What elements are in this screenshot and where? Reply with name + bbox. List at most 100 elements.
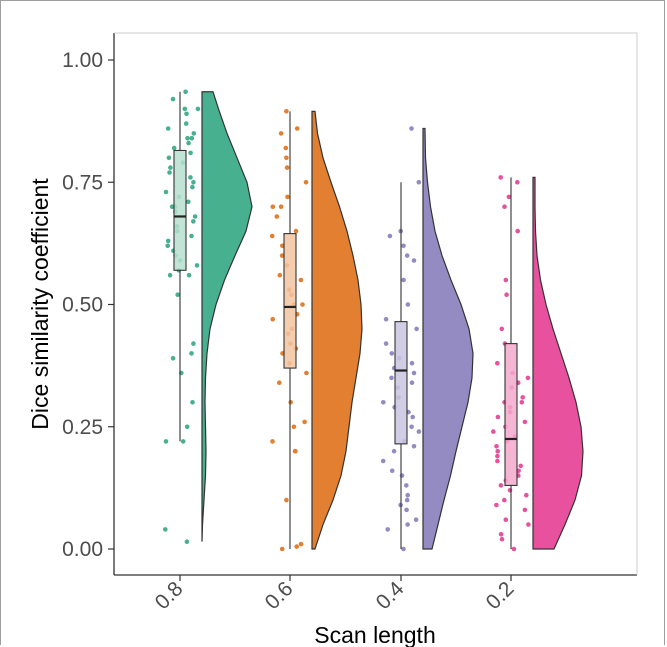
- data-point: [503, 517, 509, 522]
- data-point: [163, 439, 169, 444]
- data-point: [170, 96, 176, 102]
- data-point: [175, 292, 180, 298]
- data-point: [279, 546, 285, 552]
- data-point: [411, 370, 417, 376]
- data-point: [499, 536, 505, 542]
- data-point: [294, 544, 300, 549]
- y-ticks: 0.00 0.25 0.50 0.75 1.00: [62, 49, 114, 561]
- data-point: [495, 448, 501, 454]
- data-point: [525, 375, 531, 381]
- data-point: [401, 243, 406, 249]
- y-tick-label: 1.00: [62, 49, 103, 72]
- box-0.6: [283, 233, 297, 369]
- data-point: [503, 277, 509, 283]
- data-point: [283, 145, 289, 151]
- data-point: [278, 204, 284, 209]
- y-tick-label: 0.25: [62, 416, 103, 439]
- data-point: [495, 453, 500, 459]
- y-tick-label: 0.00: [62, 538, 103, 561]
- data-point: [495, 458, 500, 464]
- data-point: [288, 400, 294, 405]
- data-point: [410, 414, 416, 420]
- data-point: [405, 302, 411, 307]
- data-point: [416, 429, 422, 434]
- data-point: [498, 175, 504, 180]
- data-point: [190, 400, 195, 405]
- data-point: [494, 444, 499, 449]
- data-point: [383, 316, 389, 322]
- data-point: [167, 272, 173, 278]
- data-point: [404, 253, 410, 258]
- density-cloud-0.8: [201, 91, 253, 542]
- data-point: [381, 400, 386, 405]
- data-point: [189, 233, 194, 239]
- data-point: [186, 140, 191, 146]
- data-point: [274, 214, 280, 219]
- data-point: [189, 351, 194, 356]
- data-point: [184, 111, 189, 117]
- data-point: [522, 419, 528, 425]
- data-point: [498, 483, 504, 488]
- data-point: [413, 517, 419, 522]
- density-cloud-0.4: [422, 127, 474, 550]
- data-point: [389, 375, 394, 381]
- data-point: [405, 522, 410, 527]
- box-0.8: [173, 149, 187, 271]
- data-point: [195, 106, 201, 112]
- y-tick-label: 0.50: [62, 294, 103, 317]
- data-point: [186, 272, 192, 278]
- data-point: [409, 360, 415, 366]
- density-layer: [201, 91, 584, 550]
- data-point: [495, 414, 501, 420]
- data-point: [389, 468, 395, 474]
- y-tick-label: 0.75: [62, 171, 103, 194]
- data-point: [387, 233, 393, 239]
- data-point: [404, 507, 409, 513]
- data-point: [189, 135, 195, 141]
- data-point: [184, 539, 190, 544]
- data-point: [270, 316, 276, 322]
- data-point: [165, 126, 171, 131]
- data-point: [163, 189, 169, 195]
- data-point: [291, 424, 297, 430]
- data-point: [520, 395, 525, 400]
- data-point: [518, 463, 523, 469]
- density-cloud-0.6: [311, 110, 363, 550]
- data-point: [167, 170, 172, 175]
- data-point: [186, 199, 191, 205]
- data-point: [389, 351, 395, 356]
- data-point: [169, 204, 175, 209]
- data-point: [409, 126, 414, 131]
- data-point: [269, 233, 275, 239]
- x-tick-label: 0.2: [482, 577, 519, 614]
- data-point: [190, 184, 195, 190]
- axes: [113, 32, 638, 576]
- x-tick-label: 0.6: [261, 577, 298, 614]
- data-point: [399, 473, 405, 478]
- x-axis-title: Scan length: [314, 622, 435, 647]
- data-point: [499, 326, 505, 332]
- data-point: [171, 145, 177, 151]
- data-point: [191, 219, 196, 224]
- data-point: [270, 439, 275, 444]
- data-point: [404, 497, 410, 503]
- data-point: [284, 497, 289, 503]
- data-point: [414, 326, 419, 332]
- data-point: [277, 380, 282, 386]
- data-point: [184, 424, 190, 430]
- x-ticks: 0.8 0.6 0.4 0.2: [151, 575, 519, 614]
- data-point: [270, 204, 276, 209]
- data-point: [303, 180, 309, 185]
- data-point: [191, 341, 196, 346]
- data-point: [507, 488, 513, 493]
- data-point: [494, 502, 499, 508]
- data-point: [522, 507, 528, 513]
- data-point: [502, 497, 507, 503]
- data-point: [300, 302, 305, 307]
- y-axis-title: Dice similarity coefficient: [27, 178, 53, 430]
- data-point: [293, 448, 298, 454]
- data-point: [411, 258, 417, 263]
- x-tick-label: 0.4: [372, 577, 409, 614]
- data-point: [515, 228, 520, 234]
